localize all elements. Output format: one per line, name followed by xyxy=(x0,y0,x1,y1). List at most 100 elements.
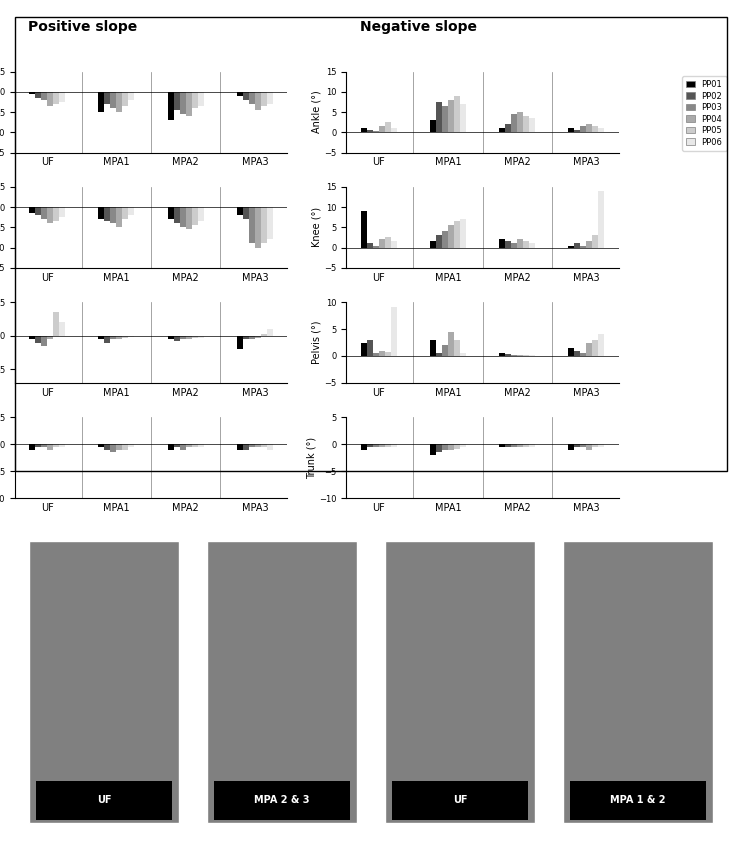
Bar xyxy=(372,444,379,447)
Bar xyxy=(436,235,442,247)
Bar xyxy=(29,541,179,823)
Bar xyxy=(499,240,505,247)
Bar xyxy=(267,444,273,449)
Bar xyxy=(379,444,385,447)
Bar xyxy=(128,207,134,215)
Text: Negative slope: Negative slope xyxy=(360,21,477,34)
Bar xyxy=(36,782,171,820)
Bar xyxy=(197,207,203,221)
Bar xyxy=(180,444,186,449)
Bar xyxy=(249,207,255,243)
Bar xyxy=(99,336,105,339)
Bar xyxy=(29,207,35,213)
Bar xyxy=(105,92,111,104)
Bar xyxy=(505,444,511,447)
Text: MPA 1 & 2: MPA 1 & 2 xyxy=(611,795,666,805)
Bar xyxy=(267,329,273,336)
Bar xyxy=(505,354,511,356)
Text: UF: UF xyxy=(96,795,111,805)
Bar xyxy=(448,332,454,356)
Bar xyxy=(529,444,535,447)
Bar xyxy=(261,444,267,447)
Bar xyxy=(59,444,65,447)
Bar xyxy=(442,231,448,247)
Bar xyxy=(523,444,529,447)
Bar xyxy=(207,541,357,823)
Bar xyxy=(592,444,599,447)
Bar xyxy=(517,240,523,247)
Bar xyxy=(105,207,111,221)
Bar xyxy=(168,92,174,120)
Bar xyxy=(430,241,436,247)
Bar xyxy=(599,191,605,247)
Bar xyxy=(460,104,466,133)
Bar xyxy=(505,241,511,247)
Bar xyxy=(442,345,448,356)
Y-axis label: Ankle (°): Ankle (°) xyxy=(312,91,322,134)
Bar xyxy=(592,235,599,247)
Bar xyxy=(186,207,191,229)
Bar xyxy=(99,444,105,447)
Bar xyxy=(35,92,41,98)
Bar xyxy=(53,92,59,104)
Bar xyxy=(249,444,255,447)
Bar xyxy=(41,207,47,219)
Bar xyxy=(391,241,397,247)
Y-axis label: Pelvis (°): Pelvis (°) xyxy=(312,321,322,365)
Bar xyxy=(41,444,47,447)
Bar xyxy=(393,782,528,820)
Bar xyxy=(111,92,116,108)
Bar xyxy=(128,92,134,100)
Bar xyxy=(460,219,466,247)
Bar xyxy=(122,207,128,219)
Bar xyxy=(372,131,379,133)
Bar xyxy=(255,207,261,247)
Bar xyxy=(59,207,65,217)
Bar xyxy=(59,323,65,336)
Bar xyxy=(116,92,122,112)
Bar xyxy=(186,92,191,116)
Bar xyxy=(59,92,65,102)
Bar xyxy=(255,336,261,338)
Bar xyxy=(574,130,580,133)
Bar xyxy=(214,782,349,820)
Bar xyxy=(191,207,197,225)
Bar xyxy=(568,444,574,449)
Bar xyxy=(186,336,191,339)
Bar xyxy=(460,354,466,356)
Bar xyxy=(261,207,267,243)
Bar xyxy=(237,444,243,449)
Bar xyxy=(454,221,460,247)
Bar xyxy=(372,246,379,247)
Bar xyxy=(586,342,592,356)
Bar xyxy=(391,307,397,356)
Bar xyxy=(599,444,605,447)
Bar xyxy=(243,207,249,219)
Bar xyxy=(111,336,116,339)
Bar xyxy=(53,312,59,336)
Bar xyxy=(574,351,580,356)
Bar xyxy=(430,340,436,356)
Bar xyxy=(367,130,372,133)
Bar xyxy=(391,128,397,133)
Bar xyxy=(255,444,261,447)
Bar xyxy=(499,128,505,133)
Bar xyxy=(454,96,460,133)
Bar xyxy=(105,444,111,449)
Bar xyxy=(454,444,460,449)
Bar xyxy=(385,122,391,133)
Bar xyxy=(372,354,379,356)
Bar xyxy=(174,207,180,223)
Bar xyxy=(361,128,367,133)
Bar xyxy=(529,118,535,133)
Bar xyxy=(385,352,391,356)
Bar xyxy=(529,243,535,247)
Bar xyxy=(568,246,574,247)
Bar xyxy=(174,92,180,110)
Bar xyxy=(379,127,385,133)
Bar xyxy=(243,92,249,100)
Bar xyxy=(29,336,35,339)
Bar xyxy=(41,92,47,100)
Bar xyxy=(592,340,599,356)
Bar xyxy=(361,211,367,247)
